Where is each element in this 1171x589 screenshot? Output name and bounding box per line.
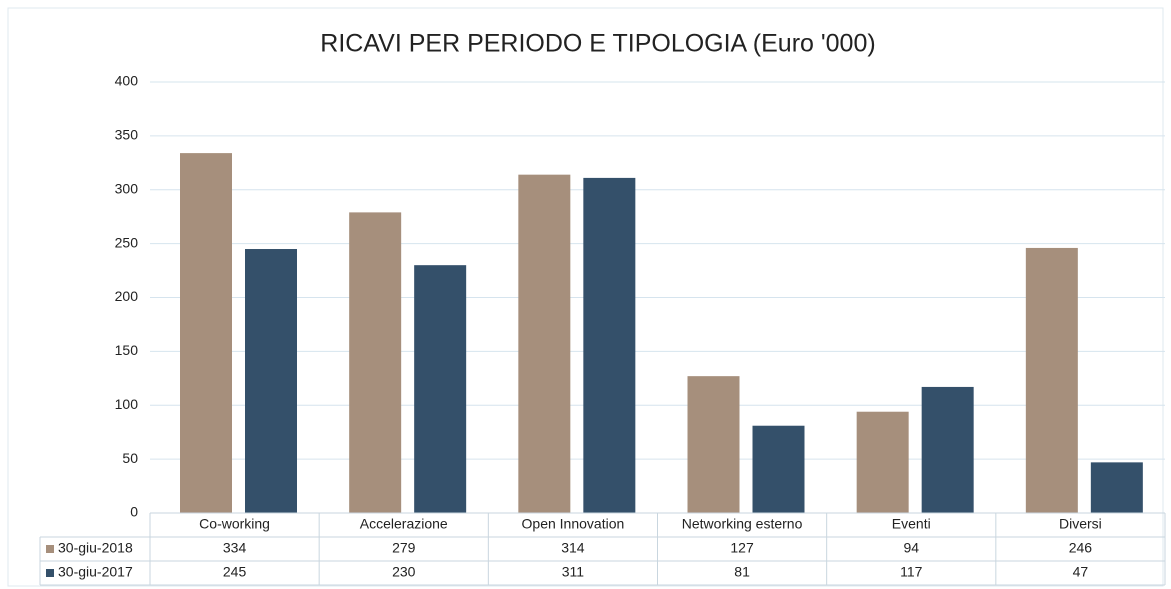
table-value: 94 <box>903 540 919 556</box>
bar <box>414 265 467 513</box>
bar <box>752 425 805 513</box>
bar <box>687 376 740 513</box>
y-tick-label: 100 <box>115 396 139 412</box>
bar <box>583 177 636 513</box>
x-tick-label: Diversi <box>1059 516 1102 532</box>
y-tick-label: 200 <box>115 288 139 304</box>
table-value: 81 <box>734 564 750 580</box>
table-value: 47 <box>1073 564 1089 580</box>
table-value: 246 <box>1069 540 1093 556</box>
x-tick-label: Accelerazione <box>360 516 448 532</box>
bar <box>856 411 909 513</box>
y-tick-label: 400 <box>115 73 139 89</box>
y-tick-label: 0 <box>130 504 138 520</box>
table-value: 334 <box>223 540 247 556</box>
legend-label: 30-giu-2018 <box>58 540 133 556</box>
x-tick-label: Networking esterno <box>682 516 803 532</box>
legend-label: 30-giu-2017 <box>58 564 133 580</box>
bar <box>245 249 297 513</box>
y-tick-label: 300 <box>115 180 139 196</box>
y-tick-label: 250 <box>115 234 139 250</box>
y-tick-label: 350 <box>115 127 139 143</box>
legend-swatch <box>46 569 54 577</box>
bar <box>180 153 232 514</box>
y-tick-label: 50 <box>122 450 138 466</box>
bar <box>921 386 974 513</box>
table-value: 314 <box>561 540 585 556</box>
table-value: 127 <box>730 540 754 556</box>
legend-swatch <box>46 545 54 553</box>
table-value: 230 <box>392 564 416 580</box>
x-tick-label: Co-working <box>199 516 270 532</box>
x-tick-label: Open Innovation <box>522 516 625 532</box>
bar <box>518 174 571 514</box>
table-value: 117 <box>900 564 923 580</box>
y-tick-label: 150 <box>115 342 139 358</box>
chart-title: RICAVI PER PERIODO E TIPOLOGIA (Euro '00… <box>320 30 875 58</box>
x-tick-label: Eventi <box>892 516 931 532</box>
table-value: 279 <box>392 540 416 556</box>
bar <box>349 212 402 513</box>
bar <box>1025 247 1078 513</box>
table-value: 245 <box>223 564 247 580</box>
table-value: 311 <box>562 564 585 580</box>
bar <box>1090 462 1143 513</box>
